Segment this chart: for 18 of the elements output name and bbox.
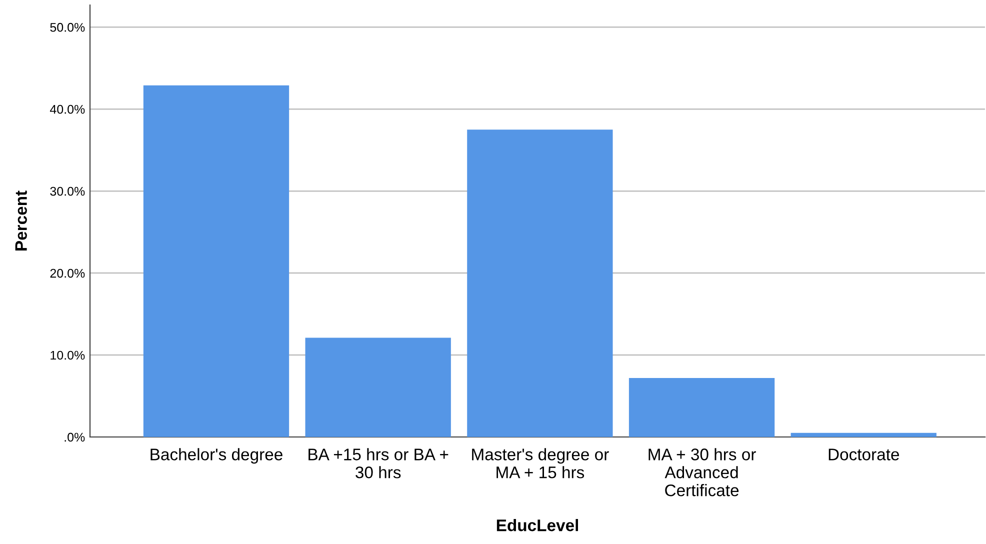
- y-tick-label: 40.0%: [50, 104, 85, 114]
- bar: [628, 378, 775, 437]
- y-tick-label: 10.0%: [50, 350, 85, 360]
- x-axis-title: EducLevel: [496, 518, 578, 532]
- bar: [467, 130, 613, 437]
- y-tick-label: 20.0%: [50, 268, 85, 278]
- bar: [790, 432, 936, 437]
- y-tick-label: 30.0%: [50, 186, 85, 196]
- x-tick-label: MA + 30 hrs or Advanced Certificate: [648, 448, 756, 496]
- x-tick-label: Doctorate: [828, 448, 900, 460]
- y-tick-label: .0%: [64, 432, 85, 442]
- y-axis-title: Percent: [15, 190, 27, 250]
- y-tick-label: 50.0%: [50, 22, 85, 32]
- x-tick-label: Bachelor's degree: [150, 448, 282, 464]
- bar: [143, 85, 290, 437]
- x-tick-label: Master's degree or MA + 15 hrs: [472, 448, 609, 478]
- bar: [305, 338, 451, 437]
- x-tick-label: BA +15 hrs or BA + 30 hrs: [308, 448, 448, 478]
